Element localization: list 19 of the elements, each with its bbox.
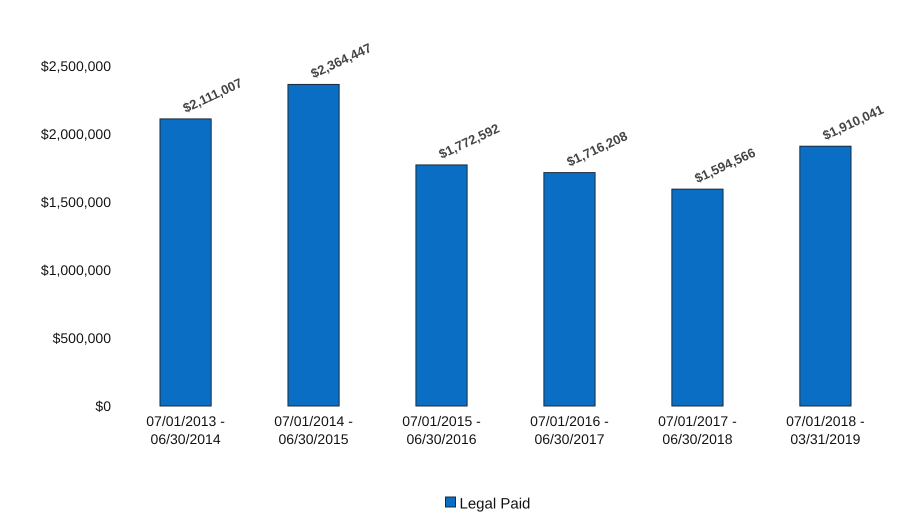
bar — [159, 118, 212, 406]
y-tick-label: $2,000,000 — [40, 126, 112, 142]
bar — [543, 172, 596, 406]
y-tick-label: $1,500,000 — [40, 194, 112, 210]
y-tick-label: $1,000,000 — [40, 262, 112, 278]
x-tick-label: 07/01/2014 - 06/30/2015 — [274, 413, 354, 447]
x-tick-label: 07/01/2018 - 03/31/2019 — [786, 413, 866, 447]
x-tick-label: 07/01/2013 - 06/30/2014 — [146, 413, 226, 447]
legend-label: Legal Paid — [460, 495, 530, 512]
x-tick-label: 07/01/2016 - 06/30/2017 — [530, 413, 610, 447]
bar — [799, 146, 852, 406]
y-tick-label: $2,500,000 — [40, 58, 112, 74]
y-tick-label: $500,000 — [52, 330, 112, 346]
bar — [415, 164, 468, 406]
x-tick-label: 07/01/2017 - 06/30/2018 — [658, 413, 738, 447]
y-tick-label: $0 — [95, 398, 112, 414]
bar — [287, 84, 340, 406]
bar — [671, 188, 724, 406]
x-tick-label: 07/01/2015 - 06/30/2016 — [402, 413, 482, 447]
